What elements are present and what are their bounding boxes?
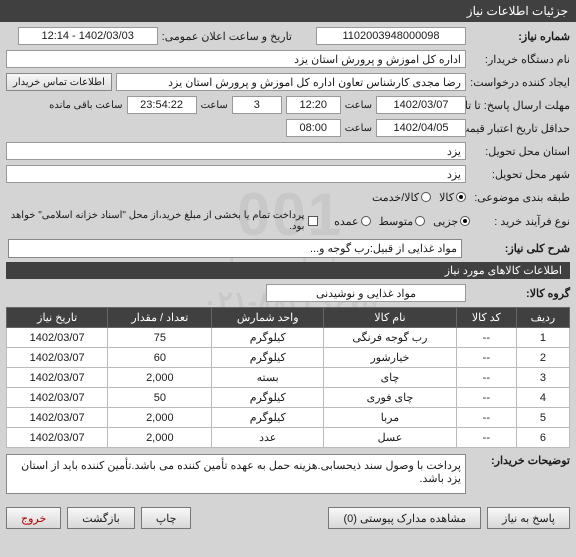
table-header: تاریخ نیاز — [7, 308, 108, 328]
group-value: مواد غذایی و نوشیدنی — [266, 284, 466, 302]
table-row[interactable]: 6--عسلعدد2,0001402/03/07 — [7, 428, 570, 448]
time-label-3: ساعت — [345, 123, 372, 134]
brief-value: مواد غذایی از قبیل:رب گوجه و... — [8, 239, 462, 258]
table-row[interactable]: 3--چایبسته2,0001402/03/07 — [7, 368, 570, 388]
city-value: یزد — [6, 165, 466, 183]
print-button[interactable]: چاپ — [141, 507, 192, 529]
validity-time: 08:00 — [286, 119, 341, 137]
need-number-value: 1102003948000098 — [316, 27, 466, 45]
table-header: ردیف — [516, 308, 569, 328]
table-row[interactable]: 4--چای فوریکیلوگرم501402/03/07 — [7, 388, 570, 408]
window-titlebar: جزئیات اطلاعات نیاز — [0, 0, 576, 22]
radio-medium[interactable]: متوسط — [379, 215, 426, 228]
requester-value: رضا مجدی کارشناس تعاون اداره کل اموزش و … — [116, 73, 466, 91]
province-label: استان محل تحویل: — [470, 145, 570, 158]
buyer-org-label: نام دستگاه خریدار: — [470, 53, 570, 66]
announce-datetime-value: 1402/03/03 - 12:14 — [18, 27, 158, 45]
respond-button[interactable]: پاسخ به نیاز — [487, 507, 570, 529]
group-label: گروه کالا: — [470, 287, 570, 300]
city-label: شهر محل تحویل: — [470, 168, 570, 181]
validity-date: 1402/04/05 — [376, 119, 466, 137]
attachments-button[interactable]: مشاهده مدارک پیوستی (0) — [328, 507, 481, 529]
brief-label: شرح کلی نیاز: — [470, 242, 570, 255]
back-button[interactable]: بازگشت — [67, 507, 135, 529]
deadline-label: مهلت ارسال پاسخ: تا تاریخ: — [470, 99, 570, 112]
categorization-label: طبقه بندی موضوعی: — [470, 191, 570, 204]
treasury-check[interactable] — [308, 216, 318, 226]
table-header: کد کالا — [456, 308, 516, 328]
time-remaining-label: ساعت باقی مانده — [49, 100, 122, 111]
days-left: 3 — [232, 96, 282, 114]
deadline-time: 12:20 — [286, 96, 341, 114]
announce-datetime-label: تاریخ و ساعت اعلان عمومی: — [162, 30, 292, 43]
countdown: 23:54:22 — [127, 96, 197, 114]
items-section-header: اطلاعات کالاهای مورد نیاز — [6, 262, 570, 279]
radio-goods[interactable]: کالا — [439, 191, 466, 204]
items-table: ردیفکد کالانام کالاواحد شمارشتعداد / مقد… — [6, 307, 570, 448]
deadline-date: 1402/03/07 — [376, 96, 466, 114]
table-row[interactable]: 1--رب گوجه فرنگیکیلوگرم751402/03/07 — [7, 328, 570, 348]
table-row[interactable]: 5--مرباکیلوگرم2,0001402/03/07 — [7, 408, 570, 428]
buyer-org-value: اداره کل اموزش و پرورش استان یزد — [6, 50, 466, 68]
validity-label: حداقل تاریخ اعتبار قیمت: تا تاریخ: — [470, 122, 570, 135]
process-label: نوع فرآیند خرید : — [474, 215, 570, 228]
exit-button[interactable]: خروج — [6, 507, 61, 529]
table-header: تعداد / مقدار — [108, 308, 212, 328]
table-row[interactable]: 2--خیارشورکیلوگرم601402/03/07 — [7, 348, 570, 368]
time-label-1: ساعت — [345, 100, 372, 111]
table-header: نام کالا — [324, 308, 457, 328]
radio-service[interactable]: کالا/خدمت — [372, 191, 431, 204]
need-number-label: شماره نیاز: — [470, 30, 570, 43]
radio-minor[interactable]: جزیی — [433, 215, 470, 228]
time-label-2: ساعت — [201, 100, 228, 111]
requester-label: ایجاد کننده درخواست: — [470, 76, 570, 89]
table-header: واحد شمارش — [212, 308, 324, 328]
radio-major[interactable]: عمده — [334, 215, 370, 228]
buyer-contact-button[interactable]: اطلاعات تماس خریدار — [6, 73, 112, 91]
buyer-notes-label: توضیحات خریدار: — [470, 454, 570, 467]
buyer-notes-value: پرداخت با وصول سند ذیحسابی.هزینه حمل به … — [6, 454, 466, 494]
province-value: یزد — [6, 142, 466, 160]
payment-note: پرداخت تمام یا بخشی از مبلغ خرید،از محل … — [6, 210, 304, 232]
